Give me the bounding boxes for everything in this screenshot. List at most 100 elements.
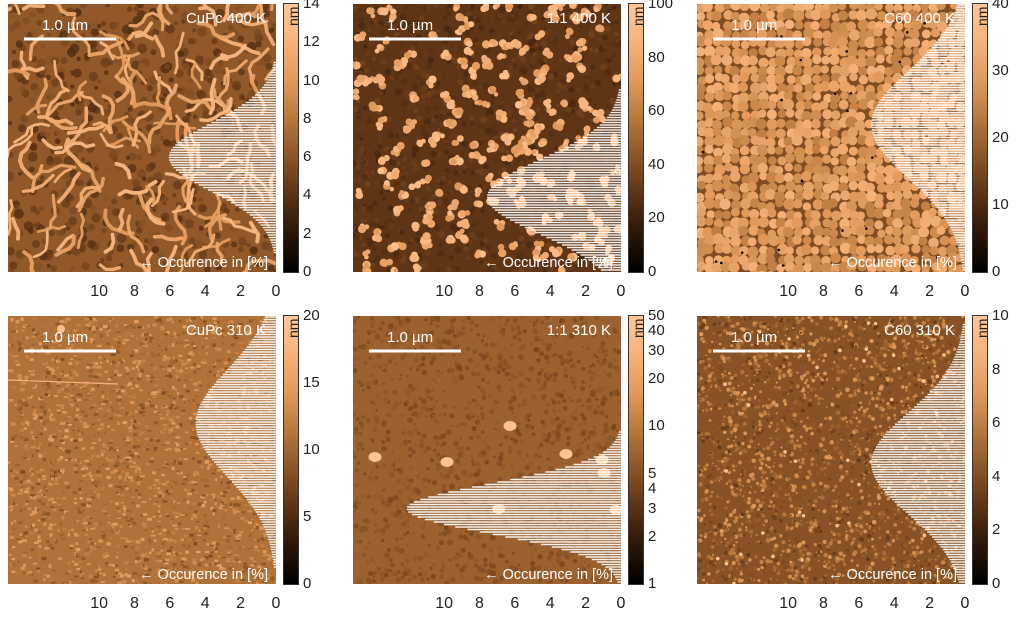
colorbar-tick-label: 10: [303, 71, 320, 89]
colorbar: [283, 3, 299, 273]
colorbar-tick-label: 2: [992, 521, 1001, 539]
colorbar-unit: nm: [630, 6, 646, 26]
colorbar-tick-label: 20: [648, 209, 665, 227]
colorbar-tick-label: 15: [303, 374, 320, 391]
x-tick-label: 2: [925, 595, 935, 612]
colorbar-unit: nm: [630, 318, 646, 338]
x-tick-label: 0: [616, 595, 626, 612]
x-tick-label: 10: [779, 595, 798, 612]
afm-image: 1.0 µm 1:1 310 K ← Occurence in [%]: [353, 316, 621, 584]
colorbar-tick-label: 4: [992, 467, 1001, 485]
colorbar-unit: nm: [974, 6, 990, 26]
x-tick-label: 2: [581, 283, 591, 300]
x-tick-label: 2: [236, 283, 246, 300]
x-tick-label: 4: [200, 283, 210, 300]
x-tick-label: 0: [271, 283, 281, 300]
colorbar: [972, 315, 988, 585]
colorbar-tick-label: 2: [648, 527, 657, 545]
x-tick-label: 0: [960, 283, 970, 300]
afm-panel: 1.0 µm 1:1 310 K ← Occurence in [%] nm 1 2 3 4 5…: [353, 307, 683, 620]
colorbar-tick-label: 60: [648, 102, 665, 120]
colorbar-tick-label: 100: [648, 0, 674, 12]
histogram-label: ← Occurence in [%]: [828, 255, 957, 271]
x-tick-label: 6: [165, 595, 175, 612]
afm-panel: 1.0 µm C60 400 K ← Occurence in [%] nm 0 10 20…: [697, 0, 1019, 308]
colorbar-tick-label: 10: [303, 441, 320, 458]
colorbar-tick-label: 40: [648, 322, 665, 340]
afm-panel: 1.0 µm CuPc 310 K ← Occurence in [%] nm 0 5 10…: [8, 307, 338, 620]
colorbar-tick-label: 40: [992, 0, 1009, 12]
x-tick-label: 4: [545, 283, 555, 300]
histogram-label: ← Occurence in [%]: [484, 255, 613, 271]
afm-image: 1.0 µm C60 310 K ← Occurence in [%]: [697, 316, 965, 584]
height-histogram: [406, 431, 621, 583]
histogram-label: ← Occurence in [%]: [139, 255, 268, 271]
histogram-label: ← Occurence in [%]: [484, 567, 613, 583]
x-tick-label: 2: [581, 595, 591, 612]
colorbar-tick-label: 10: [992, 196, 1009, 213]
colorbar-tick-label: 20: [992, 129, 1009, 146]
afm-panel: 1.0 µm C60 310 K ← Occurence in [%] nm 0 2 4 6 8…: [697, 307, 1019, 620]
x-tick-label: 10: [435, 595, 454, 612]
colorbar: [972, 3, 988, 273]
afm-image: 1.0 µm CuPc 400 K ← Occurence in [%]: [8, 4, 276, 272]
afm-texture: [8, 316, 276, 584]
x-tick-label: 8: [819, 283, 828, 300]
colorbar-tick-label: 50: [648, 307, 665, 324]
colorbar-tick-label: 10: [992, 307, 1009, 324]
colorbar-tick-label: 80: [648, 48, 665, 66]
colorbar-tick-label: 8: [303, 109, 312, 127]
colorbar-tick-label: 30: [992, 62, 1009, 79]
colorbar-tick-label: 5: [648, 464, 657, 482]
afm-texture: [353, 316, 621, 584]
colorbar-tick-label: 0: [992, 263, 1001, 280]
x-tick-label: 6: [165, 283, 175, 300]
colorbar-tick-label: 2: [303, 224, 312, 242]
afm-image: 1.0 µm C60 400 K ← Occurence in [%]: [697, 4, 965, 272]
x-tick-label: 4: [200, 595, 210, 612]
colorbar-unit: nm: [974, 318, 990, 338]
height-histogram: [487, 89, 621, 271]
colorbar: [628, 315, 644, 585]
colorbar-tick-label: 10: [648, 417, 665, 435]
afm-image: 1.0 µm 1:1 400 K ← Occurence in [%]: [353, 4, 621, 272]
colorbar-tick-label: 40: [648, 155, 665, 173]
colorbar-tick-label: 5: [303, 508, 312, 525]
colorbar-tick-label: 14: [303, 0, 320, 12]
colorbar-tick-label: 0: [992, 575, 1001, 592]
colorbar-tick-label: 3: [648, 499, 657, 517]
colorbar-tick-label: 0: [303, 575, 312, 592]
x-tick-label: 4: [889, 595, 899, 612]
x-tick-label: 2: [236, 595, 246, 612]
colorbar: [628, 3, 644, 273]
height-histogram: [871, 323, 965, 583]
colorbar-tick-label: 20: [303, 307, 320, 324]
scale-bar-label: 1.0 µm: [387, 329, 433, 346]
scale-bar-label: 1.0 µm: [731, 17, 777, 34]
scale-bar-label: 1.0 µm: [42, 329, 88, 346]
colorbar-unit: nm: [285, 6, 301, 26]
panel-title: C60 310 K: [884, 322, 955, 339]
panel-title: CuPc 400 K: [186, 10, 266, 27]
afm-image: 1.0 µm CuPc 310 K ← Occurence in [%]: [8, 316, 276, 584]
panel-title: C60 400 K: [884, 10, 955, 27]
height-histogram: [195, 316, 276, 568]
x-tick-label: 0: [960, 595, 970, 612]
histogram-label: ← Occurence in [%]: [828, 567, 957, 583]
colorbar-tick-label: 6: [992, 414, 1001, 432]
x-tick-label: 10: [90, 283, 109, 300]
colorbar-tick-label: 8: [992, 360, 1001, 378]
colorbar-unit: nm: [285, 318, 301, 338]
afm-texture: [697, 316, 965, 584]
x-tick-label: 6: [854, 283, 864, 300]
x-tick-label: 8: [475, 283, 484, 300]
colorbar-tick-label: 20: [648, 369, 665, 387]
scale-bar-label: 1.0 µm: [387, 17, 433, 34]
histogram-label: ← Occurence in [%]: [139, 567, 268, 583]
colorbar-tick-label: 1: [648, 575, 657, 592]
panel-title: 1:1 310 K: [547, 322, 611, 339]
x-tick-label: 6: [854, 595, 864, 612]
x-tick-label: 8: [475, 595, 484, 612]
colorbar-tick-label: 4: [303, 186, 312, 204]
x-tick-label: 6: [510, 595, 520, 612]
